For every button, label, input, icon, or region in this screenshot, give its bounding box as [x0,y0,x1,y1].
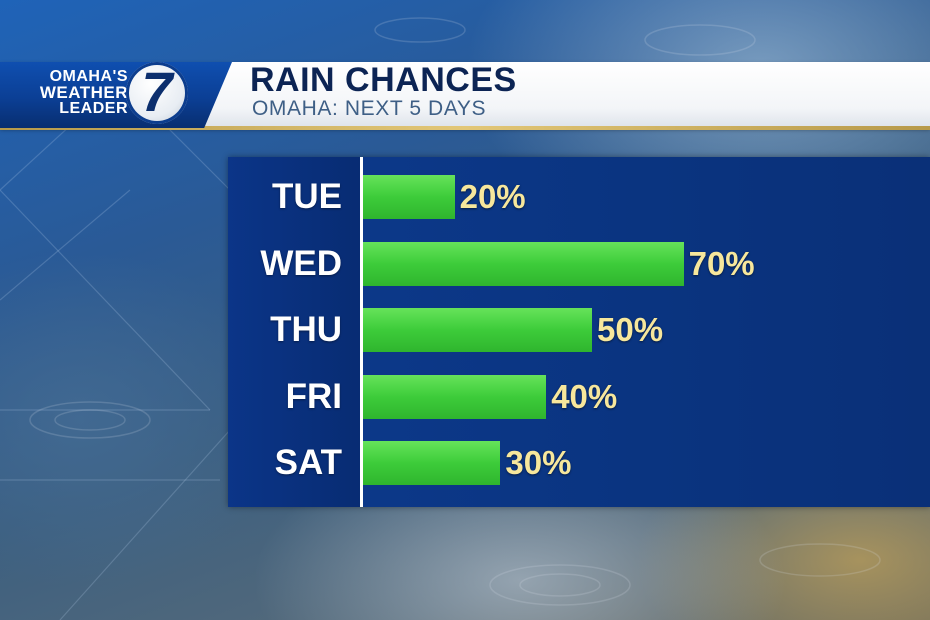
value-label-tue: 20% [459,178,526,215]
bar-fri [363,374,547,419]
page-title: RAIN CHANCES [250,61,517,99]
value-label-sat: 30% [505,444,572,481]
value-label-wed: 70% [688,244,755,282]
category-label-wed: WED [260,243,342,283]
category-label-tue: TUE [272,177,342,216]
chart-category-column [228,157,363,507]
bar-sat [363,441,501,485]
category-label-thu: THU [270,310,342,349]
logo-line-weather: WEATHER [39,83,128,102]
header-accent-stripe [0,126,930,130]
channel-number: 7 [141,60,173,123]
bar-wed [363,241,684,286]
channel-7-logo: 7 [126,62,188,124]
station-logo-block [0,62,232,128]
bar-tue [363,175,455,219]
value-label-thu: 50% [597,311,664,348]
value-label-fri: 40% [551,377,618,415]
category-label-fri: FRI [285,376,342,416]
logo-line-omahas: OMAHA'S [49,68,128,85]
logo-line-leader: LEADER [59,100,128,117]
bar-thu [363,308,592,352]
page-subtitle: OMAHA: NEXT 5 DAYS [252,97,487,120]
category-label-sat: SAT [274,443,342,482]
